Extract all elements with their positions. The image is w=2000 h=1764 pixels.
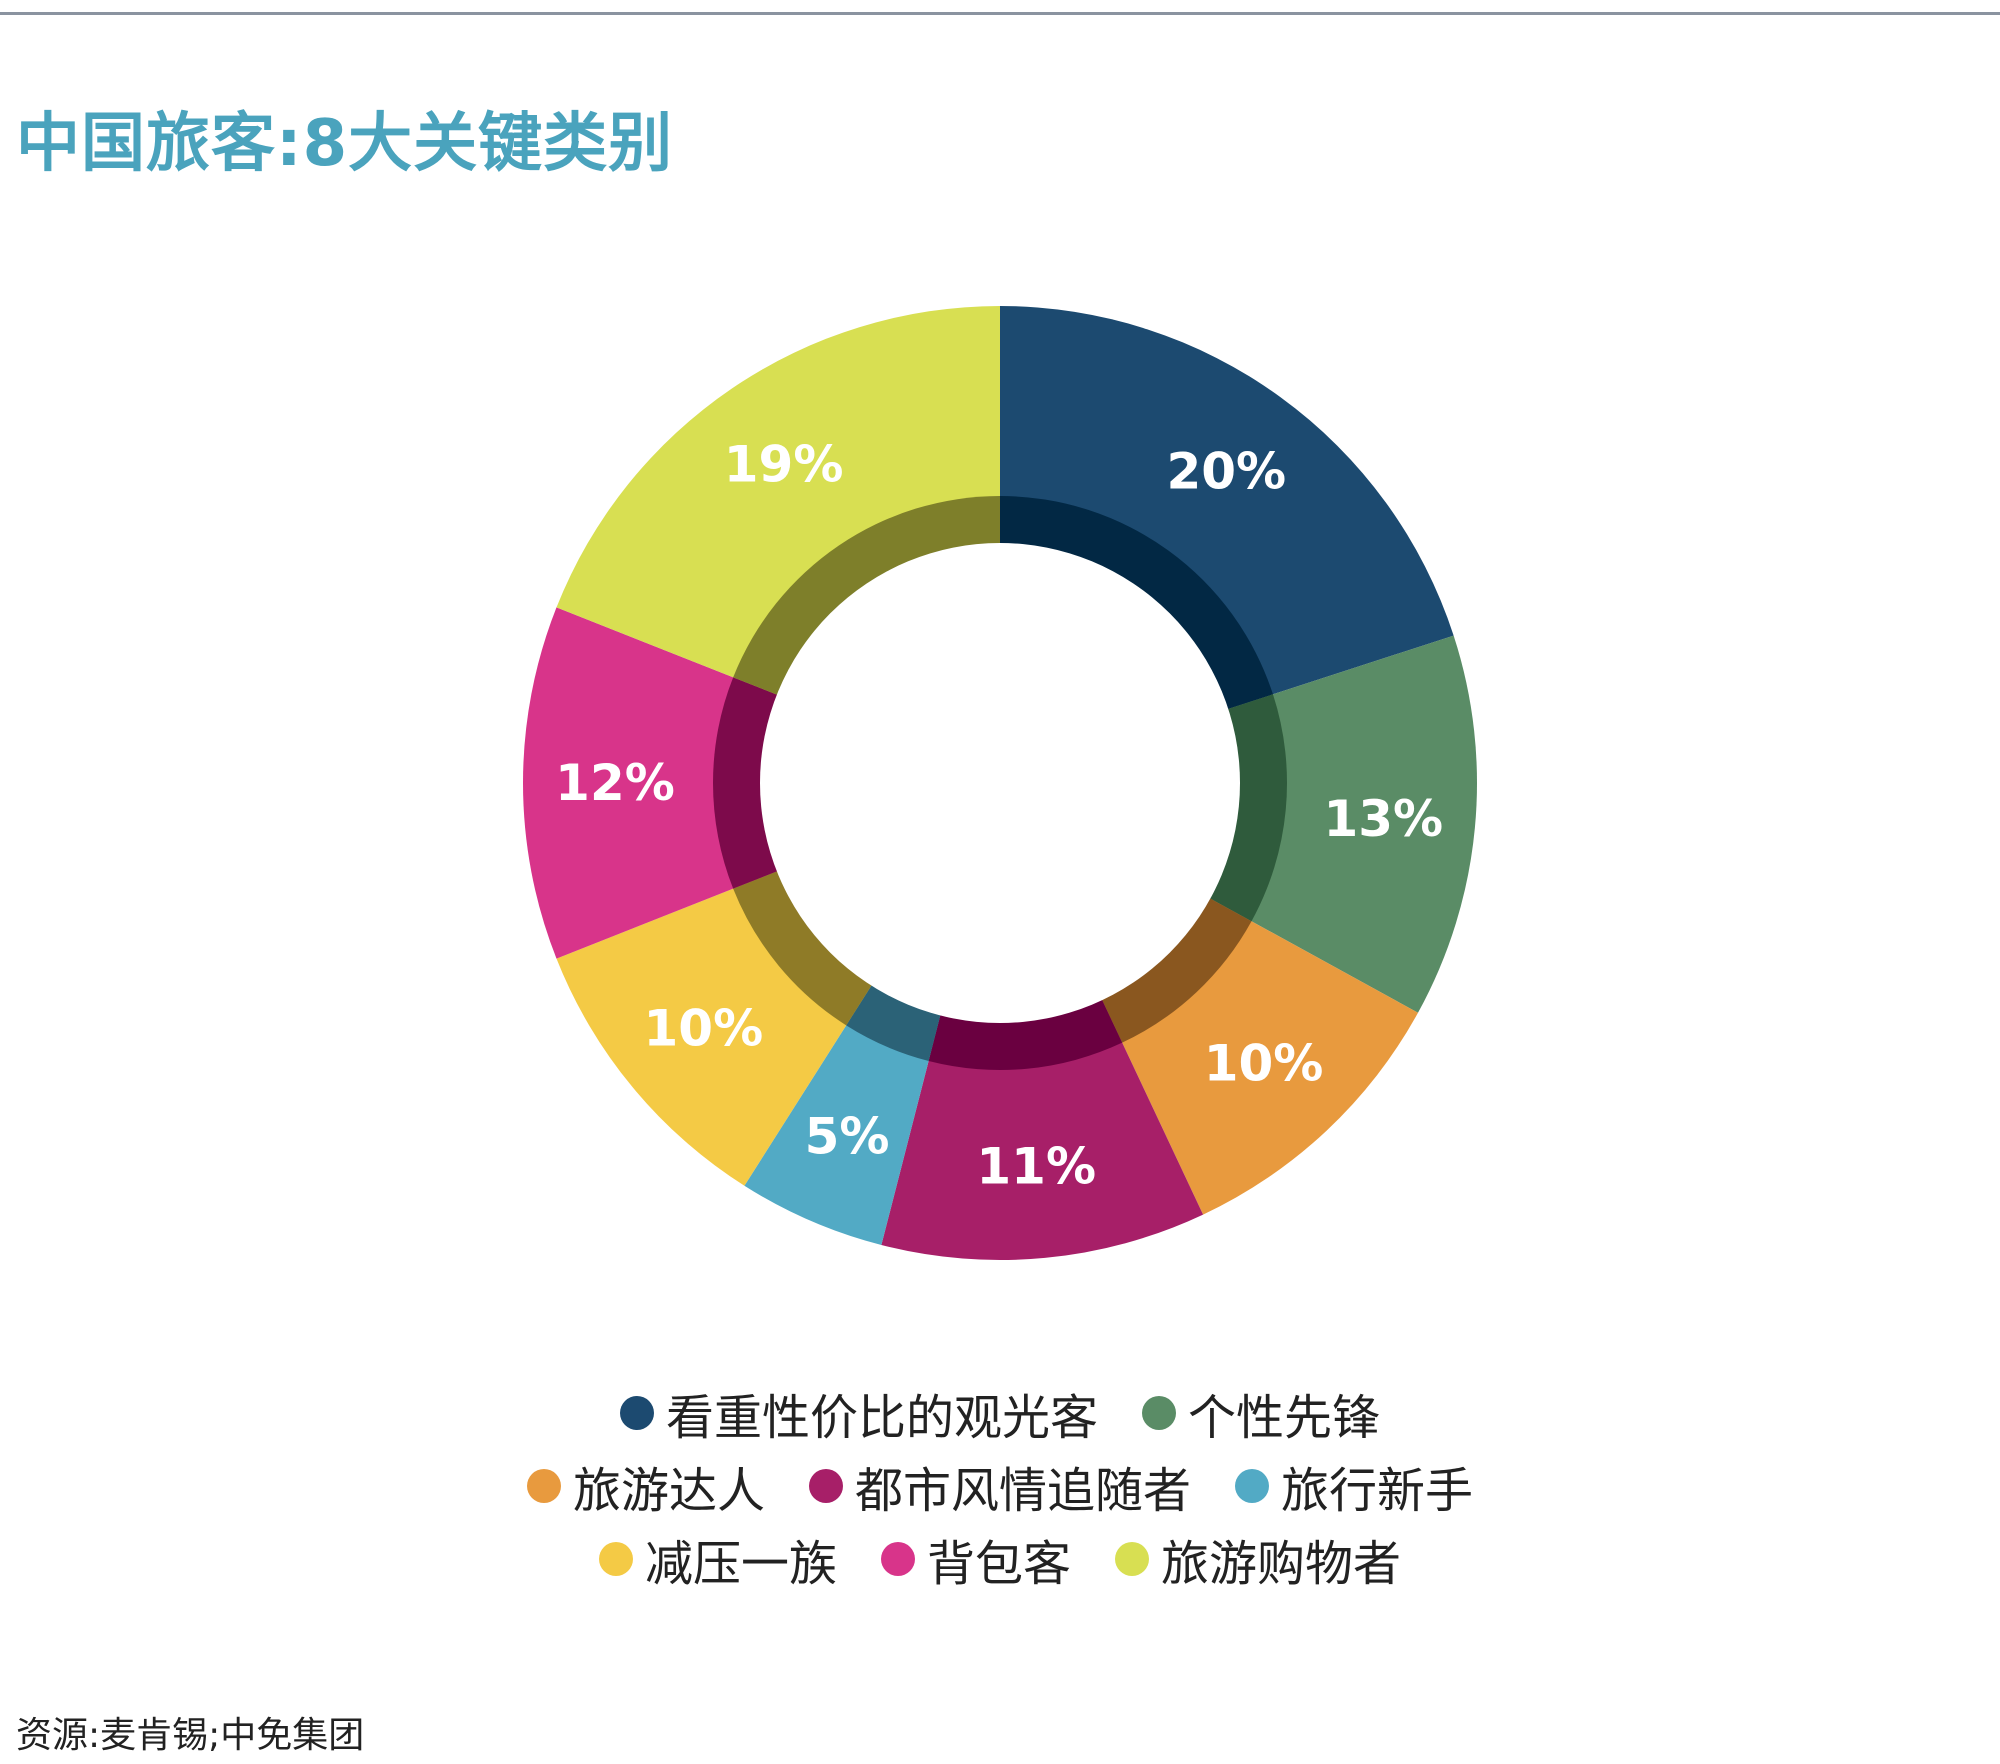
legend-label: 旅游购物者 (1161, 1535, 1402, 1592)
legend-item: 背包客 (880, 1524, 1071, 1594)
slice-value-label: 11% (976, 1137, 1096, 1195)
legend-item: 减压一族 (598, 1524, 837, 1594)
slice-value-label: 10% (1204, 1035, 1324, 1093)
legend-swatch-icon (598, 1541, 633, 1576)
legend-item: 都市风情追随者 (808, 1451, 1191, 1521)
donut-hole (760, 543, 1240, 1023)
top-rule (0, 12, 2000, 15)
legend-row: 看重性价比的观光客 个性先锋 (0, 1376, 2000, 1449)
legend-item: 看重性价比的观光客 (619, 1378, 1098, 1448)
slice-value-label: 12% (555, 754, 675, 812)
slice-value-label: 19% (724, 436, 844, 494)
legend-label: 都市风情追随者 (854, 1462, 1191, 1519)
legend-swatch-icon (619, 1395, 654, 1430)
slice-labels: 20% 13% 10% 11% 5% 10% 12% 19% (555, 436, 1443, 1196)
legend-swatch-icon (1142, 1395, 1176, 1430)
legend-label: 个性先锋 (1188, 1389, 1381, 1446)
legend-label: 旅行新手 (1281, 1462, 1474, 1519)
source-note: 资源:麦肯锡;中免集团 (16, 1715, 365, 1756)
slice-value-label: 10% (644, 999, 764, 1057)
legend-swatch-icon (880, 1541, 915, 1576)
legend-item: 旅游购物者 (1115, 1524, 1401, 1594)
legend-item: 旅游达人 (526, 1451, 765, 1521)
legend-label: 看重性价比的观光客 (665, 1389, 1098, 1446)
slice-value-label: 20% (1166, 443, 1286, 501)
legend-label: 减压一族 (644, 1535, 837, 1592)
slice-value-label: 13% (1323, 790, 1443, 848)
legend-label: 背包客 (926, 1535, 1071, 1592)
chart-title: 中国旅客:8大关键类别 (16, 107, 674, 181)
legend-swatch-icon (526, 1468, 561, 1503)
legend-swatch-icon (1115, 1541, 1149, 1576)
legend: 看重性价比的观光客 个性先锋 旅游达人 都市风情追随者 旅行新手 减压一族 背包客 旅游购… (0, 1376, 2000, 1595)
legend-label: 旅游达人 (572, 1462, 765, 1519)
legend-swatch-icon (808, 1468, 843, 1503)
slice-value-label: 5% (805, 1107, 890, 1165)
legend-swatch-icon (1235, 1468, 1269, 1503)
legend-item: 旅行新手 (1235, 1451, 1473, 1521)
legend-item: 个性先锋 (1142, 1378, 1380, 1448)
legend-row: 旅游达人 都市风情追随者 旅行新手 (0, 1449, 2000, 1522)
legend-row: 减压一族 背包客 旅游购物者 (0, 1522, 2000, 1595)
